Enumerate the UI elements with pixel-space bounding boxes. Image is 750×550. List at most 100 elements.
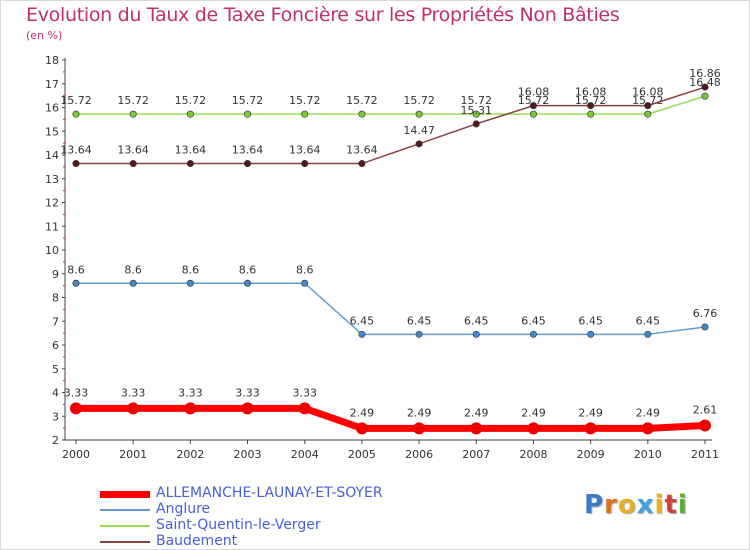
data-label: 15.72 bbox=[232, 94, 264, 107]
data-label: 2.49 bbox=[350, 406, 375, 419]
x-tick-label: 2008 bbox=[519, 448, 547, 461]
legend-swatch bbox=[100, 525, 150, 527]
y-tick-label: 15 bbox=[45, 125, 59, 138]
logo-letter: r bbox=[604, 490, 618, 520]
data-label: 15.72 bbox=[60, 94, 92, 107]
data-label: 8.6 bbox=[182, 263, 200, 276]
data-point bbox=[699, 419, 711, 432]
data-point bbox=[529, 102, 537, 110]
data-point bbox=[584, 422, 597, 435]
data-point bbox=[70, 402, 82, 415]
data-point bbox=[641, 422, 654, 435]
legend-label: Baudement bbox=[156, 533, 238, 549]
data-label: 16.08 bbox=[575, 86, 607, 99]
y-tick-label: 18 bbox=[45, 54, 59, 67]
series-line-0 bbox=[75, 95, 706, 115]
data-label: 15.72 bbox=[403, 94, 435, 107]
series-line-3 bbox=[72, 404, 709, 432]
y-tick-label: 16 bbox=[45, 102, 59, 115]
data-label: 15.72 bbox=[346, 94, 378, 107]
series-line-2 bbox=[75, 282, 706, 336]
y-tick-label: 6 bbox=[52, 339, 59, 352]
x-tick-label: 2003 bbox=[234, 448, 262, 461]
data-point bbox=[529, 330, 537, 338]
data-label: 16.48 bbox=[689, 76, 721, 89]
data-label: 16.86 bbox=[689, 67, 721, 80]
y-tick-label: 7 bbox=[52, 315, 59, 328]
data-label: 15.72 bbox=[575, 94, 607, 107]
unit-label: (en %) bbox=[26, 29, 63, 42]
data-point bbox=[184, 402, 197, 415]
data-point bbox=[129, 279, 137, 287]
data-label: 16.08 bbox=[632, 86, 664, 99]
data-point bbox=[72, 160, 80, 168]
data-label: 14.47 bbox=[403, 124, 435, 137]
data-label: 16.08 bbox=[518, 86, 550, 99]
data-label: 6.76 bbox=[693, 307, 718, 320]
data-point bbox=[644, 102, 652, 110]
data-label: 6.45 bbox=[350, 314, 375, 327]
data-point bbox=[244, 110, 252, 118]
x-tick-label: 2010 bbox=[634, 448, 662, 461]
data-point bbox=[301, 110, 309, 118]
data-label: 15.72 bbox=[117, 94, 149, 107]
legend-swatch bbox=[100, 509, 150, 511]
chart-title: Evolution du Taux de Taxe Foncière sur l… bbox=[26, 4, 620, 26]
data-label: 8.6 bbox=[124, 263, 142, 276]
data-point bbox=[587, 110, 595, 118]
data-point bbox=[587, 102, 595, 110]
data-point bbox=[701, 92, 709, 100]
data-point bbox=[701, 83, 709, 91]
y-tick-label: 10 bbox=[45, 244, 59, 257]
logo-letter: t bbox=[664, 490, 678, 520]
data-label: 13.64 bbox=[175, 144, 207, 157]
data-point bbox=[644, 330, 652, 338]
line-chart: 2 3 4 5 6 7 8 9 10 11 12 13 14 15 16 17 18 2000 2001 2002 20… bbox=[45, 54, 721, 461]
data-label: 15.72 bbox=[461, 94, 493, 107]
x-tick-label: 2011 bbox=[691, 448, 719, 461]
data-label: 2.61 bbox=[693, 404, 718, 417]
data-point bbox=[358, 110, 366, 118]
data-label: 3.33 bbox=[121, 386, 146, 399]
data-label: 8.6 bbox=[239, 263, 257, 276]
data-point bbox=[358, 330, 366, 338]
logo-letter: i bbox=[677, 490, 688, 520]
data-label: 15.72 bbox=[289, 94, 321, 107]
y-tick-label: 5 bbox=[52, 363, 59, 376]
data-point bbox=[415, 330, 423, 338]
y-tick-label: 14 bbox=[45, 149, 59, 162]
x-tick-label: 2001 bbox=[119, 448, 147, 461]
data-point bbox=[186, 160, 194, 168]
x-tick-label: 2009 bbox=[577, 448, 605, 461]
data-point bbox=[127, 402, 140, 415]
data-point bbox=[129, 160, 137, 168]
series-line-1 bbox=[75, 86, 706, 165]
data-label: 15.72 bbox=[632, 94, 664, 107]
data-label: 3.33 bbox=[292, 386, 317, 399]
x-tick-label: 2005 bbox=[348, 448, 376, 461]
data-label: 2.49 bbox=[578, 406, 603, 419]
data-point bbox=[241, 402, 254, 415]
y-tick-label: 3 bbox=[52, 410, 59, 423]
data-point bbox=[415, 110, 423, 118]
x-tick-label: 2007 bbox=[462, 448, 490, 461]
data-label: 8.6 bbox=[296, 263, 314, 276]
data-label: 2.49 bbox=[636, 406, 661, 419]
legend-label: ALLEMANCHE-LAUNAY-ET-SOYER bbox=[156, 485, 383, 501]
proxiti-logo: Proxiti bbox=[584, 490, 688, 520]
y-tick-label: 17 bbox=[45, 78, 59, 91]
data-label: 15.72 bbox=[518, 94, 550, 107]
data-label: 13.64 bbox=[346, 144, 378, 157]
data-point bbox=[644, 110, 652, 118]
data-label: 13.64 bbox=[117, 144, 149, 157]
data-label: 15.72 bbox=[175, 94, 207, 107]
logo-letter: P bbox=[584, 490, 605, 520]
data-point bbox=[301, 279, 309, 287]
data-point bbox=[470, 422, 483, 435]
data-point bbox=[298, 402, 311, 415]
y-tick-label: 11 bbox=[45, 220, 59, 233]
logo-letter: i bbox=[654, 490, 665, 520]
data-point bbox=[472, 120, 480, 128]
data-point bbox=[472, 110, 480, 118]
